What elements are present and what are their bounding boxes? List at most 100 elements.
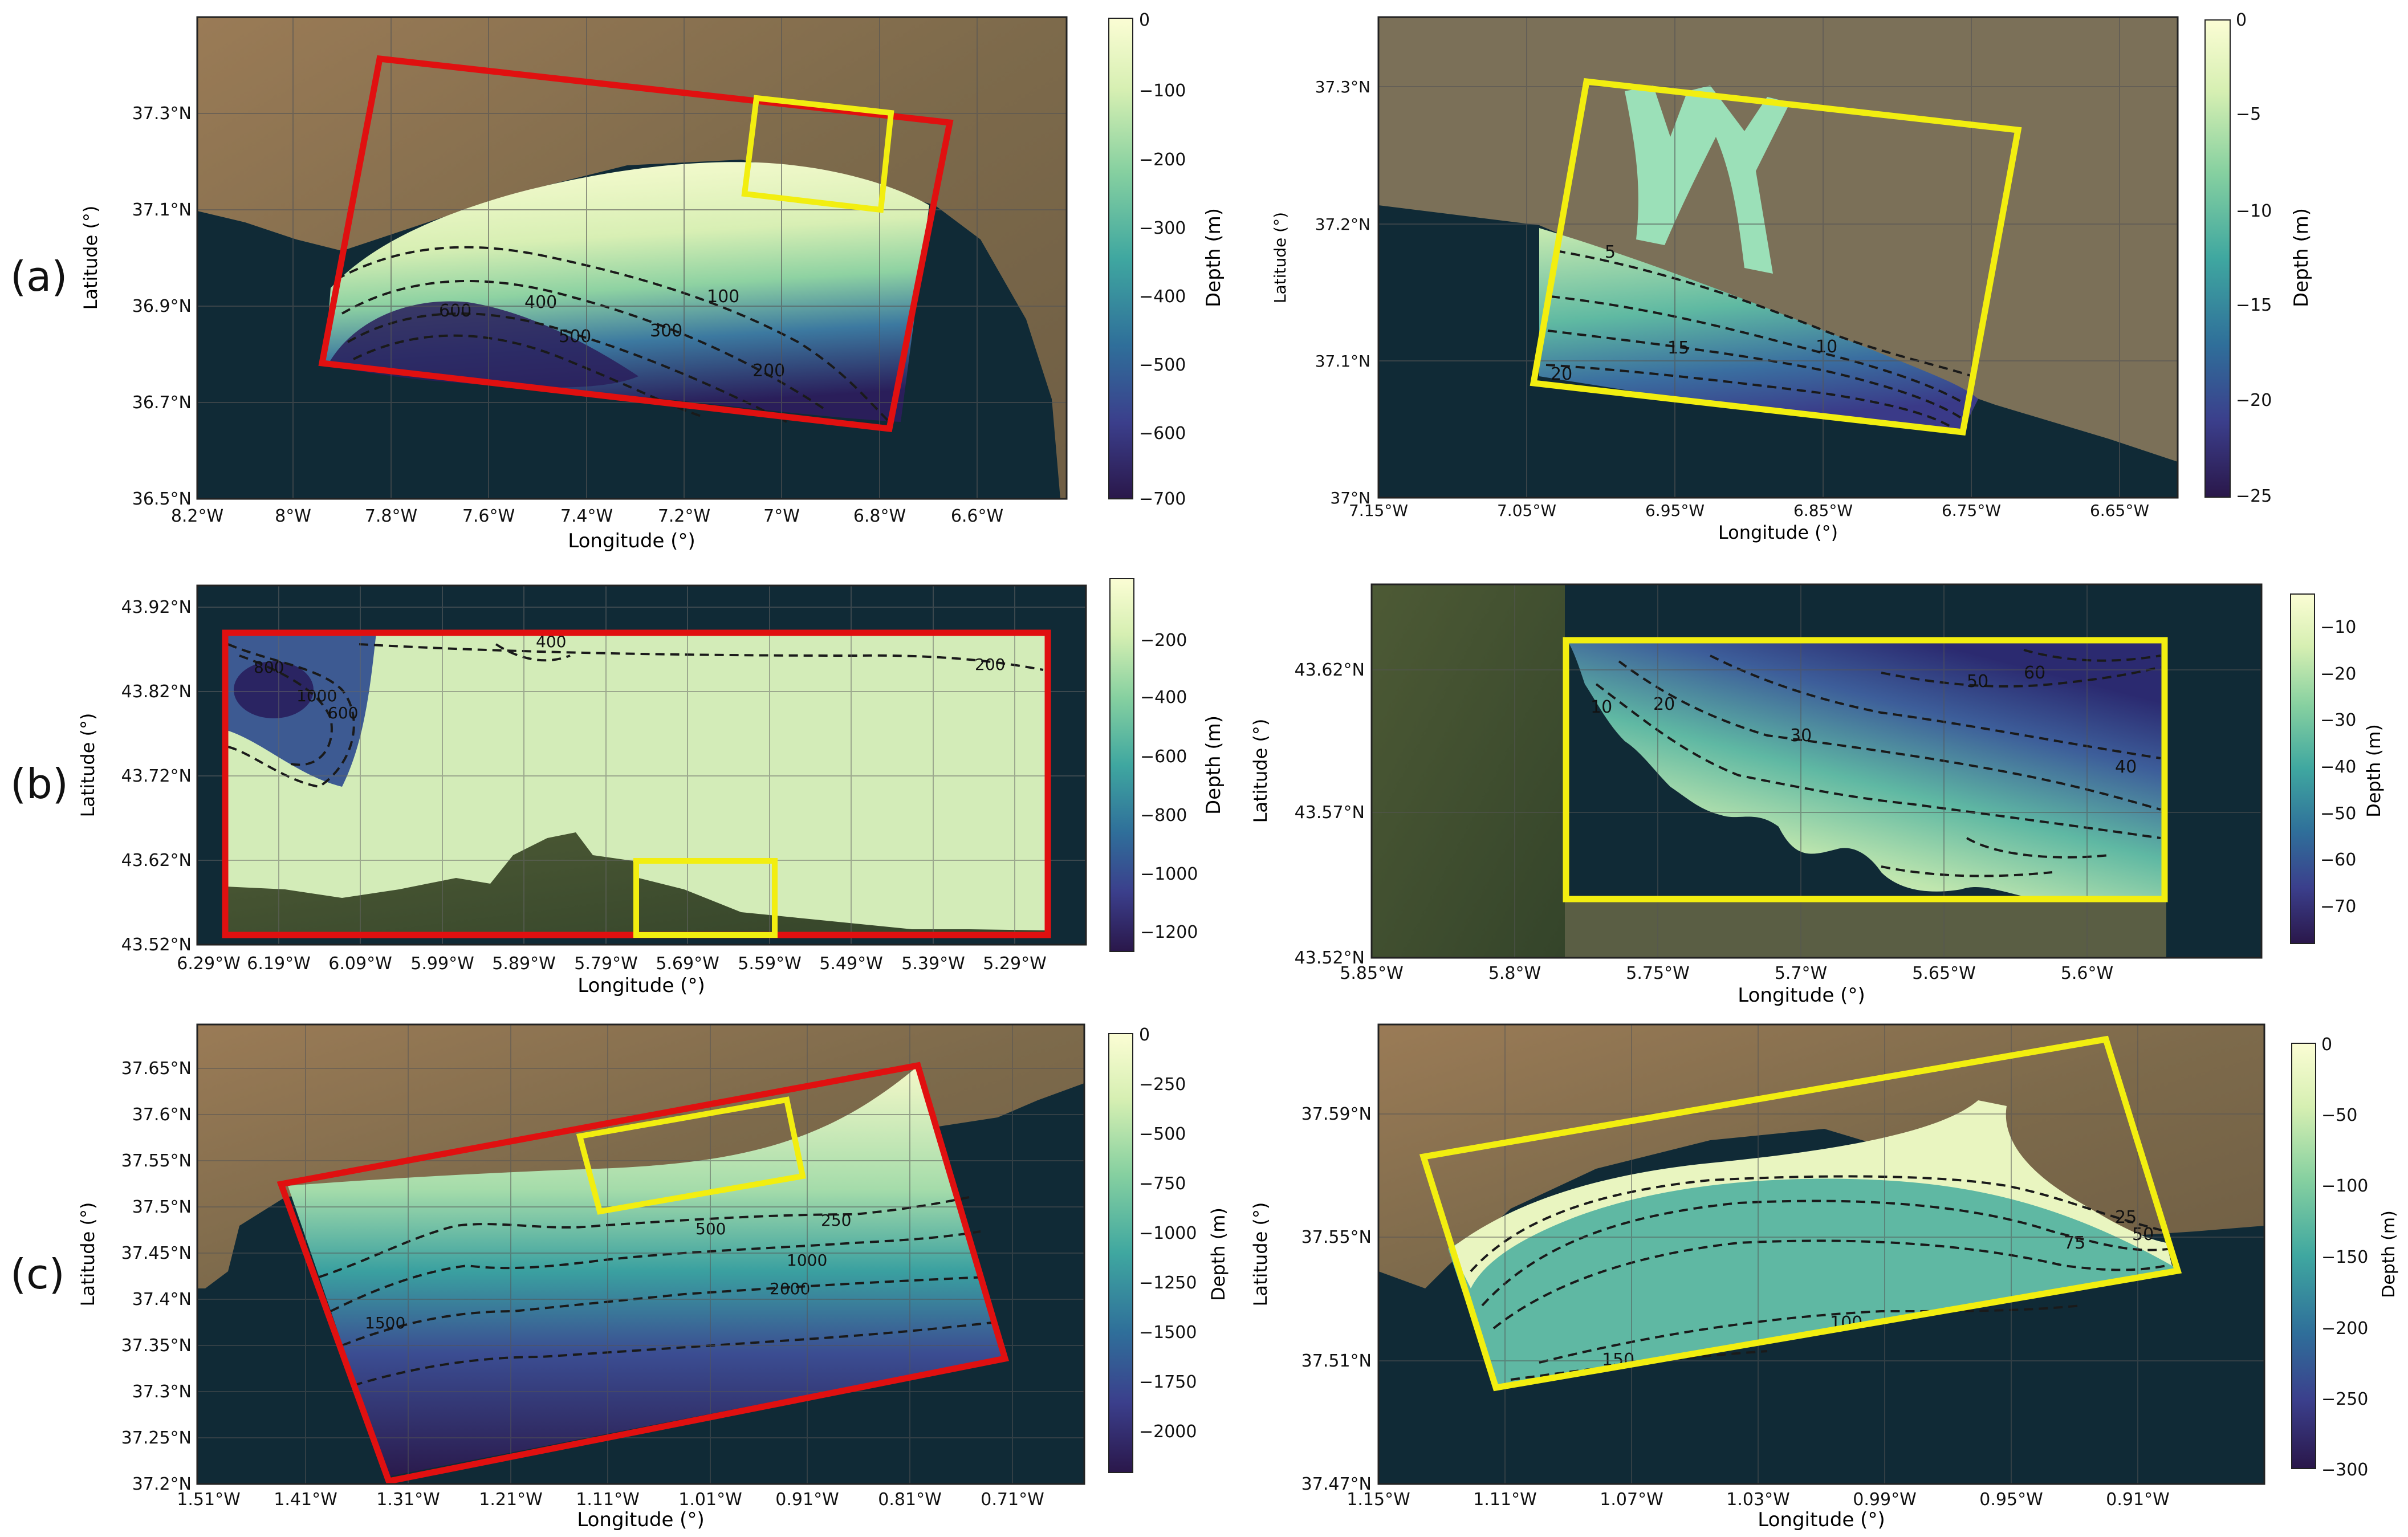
contour-label: 10 bbox=[1591, 697, 1612, 717]
panel-a-left-deep-basin bbox=[328, 301, 638, 388]
y-axis-label: Latitude (°) bbox=[1250, 1202, 1271, 1307]
panel-c-right-frame bbox=[1377, 1023, 2265, 1485]
colorbar-tick: −1000 bbox=[1140, 864, 1198, 884]
colorbar-tick: −1000 bbox=[1139, 1223, 1197, 1243]
y-tick-label: 37.59°N bbox=[1301, 1104, 1372, 1124]
panel-a-left-land bbox=[197, 17, 1067, 499]
panel-a-left-colorbar: 0 −100 −200 −300 −400 −500 −600 −700 Dep… bbox=[1108, 10, 1225, 509]
colorbar-tick: −40 bbox=[2320, 757, 2356, 777]
panel-a-left-contours bbox=[336, 246, 890, 423]
x-tick-label: 5.89°W bbox=[492, 954, 555, 974]
x-tick-label: 6.95°W bbox=[1645, 501, 1705, 520]
contour-label: 250 bbox=[821, 1211, 851, 1230]
colorbar-tick: −50 bbox=[2320, 804, 2356, 824]
contour-label: 25 bbox=[2115, 1207, 2137, 1227]
contour-label: 60 bbox=[2024, 663, 2045, 683]
x-tick-label: 5.49°W bbox=[819, 954, 882, 974]
x-tick-label: 0.95°W bbox=[1979, 1490, 2043, 1510]
x-tick-label: 5.85°W bbox=[1340, 963, 1403, 983]
row-label-a: (a) bbox=[10, 253, 67, 300]
y-axis-label: Latitude (°) bbox=[77, 1202, 99, 1307]
y-tick-label: 43.62°N bbox=[121, 851, 192, 871]
colorbar-bar bbox=[1108, 18, 1133, 499]
x-tick-label: 8°W bbox=[275, 506, 311, 526]
y-axis-label: Latitude (°) bbox=[77, 713, 99, 818]
colorbar-label: Depth (m) bbox=[2290, 208, 2313, 307]
colorbar-label: Depth (m) bbox=[1202, 715, 1225, 815]
y-tick-label: 37.51°N bbox=[1301, 1351, 1372, 1371]
colorbar-label: Depth (m) bbox=[2379, 1210, 2399, 1298]
contour-label: 10 bbox=[1816, 337, 1837, 357]
x-tick-label: 6.75°W bbox=[1942, 501, 2001, 520]
x-tick-label: 5.29°W bbox=[983, 954, 1046, 974]
panel-c-left-yticks: 37.2°N 37.25°N 37.3°N 37.35°N 37.4°N 37.… bbox=[121, 1059, 192, 1494]
panel-b-left-colorbar: −200 −400 −600 −800 −1000 −1200 Depth (m… bbox=[1109, 578, 1225, 952]
x-tick-label: 1.03°W bbox=[1726, 1490, 1789, 1510]
panel-b-right-grid bbox=[1372, 584, 2261, 958]
colorbar-tick: −20 bbox=[2320, 664, 2356, 684]
colorbar-label: Depth (m) bbox=[2363, 724, 2385, 818]
x-tick-label: 6.19°W bbox=[247, 954, 310, 974]
x-tick-label: 5.7°W bbox=[1775, 963, 1827, 983]
y-tick-label: 43.92°N bbox=[121, 597, 192, 617]
x-tick-label: 7.8°W bbox=[365, 506, 417, 526]
panel-a-right-grid bbox=[1378, 17, 2178, 498]
panel-a-left: 100 200 300 400 500 600 8.2°W 8°W 7.8°W … bbox=[80, 16, 1068, 552]
x-tick-label: 1.11°W bbox=[1473, 1490, 1536, 1510]
colorbar-tick: −700 bbox=[1139, 489, 1186, 509]
y-axis-label: Latitude (°) bbox=[80, 206, 101, 310]
x-tick-label: 6.29°W bbox=[177, 954, 240, 974]
panel-a-left-yticks: 36.5°N 36.7°N 36.9°N 37.1°N 37.3°N bbox=[132, 104, 192, 509]
nested-domain-box bbox=[1419, 1035, 2182, 1392]
y-tick-label: 37.45°N bbox=[121, 1243, 192, 1263]
colorbar-tick: 0 bbox=[2321, 1035, 2332, 1055]
y-tick-label: 43.57°N bbox=[1295, 803, 1365, 823]
x-tick-label: 7°W bbox=[763, 506, 800, 526]
colorbar-tick: −2000 bbox=[1139, 1422, 1197, 1442]
colorbar-tick: −1750 bbox=[1139, 1372, 1197, 1392]
colorbar-tick: −300 bbox=[2321, 1460, 2368, 1480]
panel-a-left-frame bbox=[196, 16, 1068, 500]
y-tick-label: 37.47°N bbox=[1301, 1474, 1372, 1494]
panel-c-left-colorbar: 0 −250 −500 −750 −1000 −1250 −1500 −1750… bbox=[1108, 1025, 1229, 1473]
panel-c-right: 25 50 75 100 150 1.15°W 1.11°W 1.07°W 1.… bbox=[1250, 1023, 2265, 1531]
colorbar-label: Depth (m) bbox=[1207, 1207, 1229, 1301]
colorbar-tick: 0 bbox=[1139, 1025, 1150, 1045]
x-tick-label: 5.6°W bbox=[2061, 963, 2113, 983]
y-tick-label: 43.52°N bbox=[1295, 948, 1365, 968]
x-axis-label: Longitude (°) bbox=[577, 974, 705, 997]
panel-a-right-contour-labels: 5 10 15 20 bbox=[1551, 242, 1837, 384]
contour-label: 100 bbox=[707, 287, 739, 307]
colorbar-tick: −10 bbox=[2236, 201, 2272, 221]
contour-label: 200 bbox=[752, 361, 785, 381]
contour-label: 50 bbox=[2132, 1225, 2154, 1245]
x-tick-label: 6.09°W bbox=[328, 954, 392, 974]
panel-b-left-xticks: 6.29°W 6.19°W 6.09°W 5.99°W 5.89°W 5.79°… bbox=[177, 954, 1046, 974]
y-axis-label: Latitude (°) bbox=[1271, 212, 1290, 303]
panel-b-left-deep-core bbox=[234, 661, 314, 718]
x-tick-label: 7.05°W bbox=[1497, 501, 1556, 520]
colorbar-tick: −200 bbox=[2321, 1319, 2368, 1339]
x-tick-label: 7.15°W bbox=[1349, 501, 1408, 520]
panel-a-right-xticks: 7.15°W 7.05°W 6.95°W 6.85°W 6.75°W 6.65°… bbox=[1349, 501, 2149, 520]
panel-a-left-contour-labels: 100 200 300 400 500 600 bbox=[439, 287, 785, 381]
colorbar-tick: −100 bbox=[2321, 1176, 2368, 1196]
x-tick-label: 1.31°W bbox=[376, 1490, 440, 1510]
panel-a-right-contours bbox=[1545, 250, 1973, 434]
contour-label: 1500 bbox=[365, 1314, 405, 1332]
y-tick-label: 37.6°N bbox=[132, 1105, 192, 1125]
x-tick-label: 0.71°W bbox=[981, 1490, 1044, 1510]
colorbar-tick: −500 bbox=[1139, 1124, 1186, 1144]
x-tick-label: 1.15°W bbox=[1347, 1490, 1410, 1510]
colorbar-bar bbox=[2290, 593, 2315, 944]
x-tick-label: 6.65°W bbox=[2090, 501, 2149, 520]
nested-domain-box bbox=[576, 1096, 806, 1215]
x-axis-label: Longitude (°) bbox=[568, 530, 695, 552]
colorbar-tick: −70 bbox=[2320, 897, 2356, 917]
panel-a-right-colorbar: 0 −5 −10 −15 −20 −25 Depth (m) bbox=[2204, 10, 2313, 506]
y-tick-label: 37.4°N bbox=[132, 1290, 192, 1310]
colorbar-tick: −100 bbox=[1139, 81, 1186, 101]
colorbar-tick: −25 bbox=[2236, 486, 2272, 506]
x-axis-label: Longitude (°) bbox=[1758, 1508, 1885, 1531]
